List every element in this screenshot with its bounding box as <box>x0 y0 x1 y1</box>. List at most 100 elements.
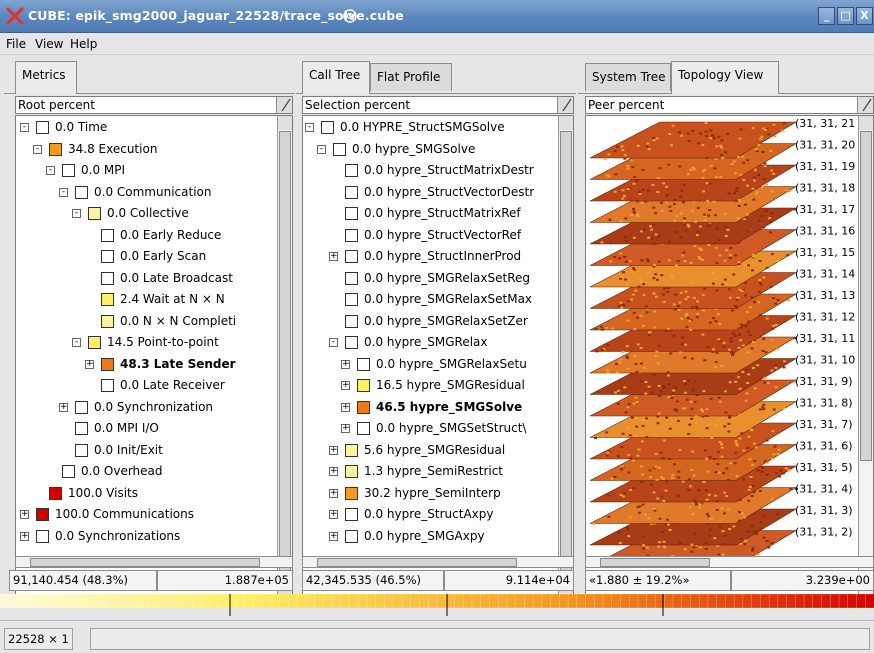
tree-row[interactable]: +46.5 hypre_SMGSolve <box>303 397 563 418</box>
tree-row-label: 0.0 hypre_SMGAxpy <box>364 528 485 543</box>
tree-row[interactable]: - 0.0 hypre_SMGSolve <box>303 139 563 160</box>
scroll-thumb[interactable] <box>860 131 872 461</box>
tree-row[interactable]: +0.0 hypre_StructAxpy <box>303 504 563 525</box>
tree-row[interactable]: 0.0 Late Receiver <box>16 375 276 396</box>
expand-icon[interactable]: + <box>329 509 338 519</box>
collapse-icon[interactable]: - <box>72 338 81 347</box>
system-mode-select[interactable]: Peer percent <box>585 96 874 114</box>
tree-row[interactable]: 0.0 hypre_StructMatrixDestr <box>303 160 563 181</box>
expand-icon[interactable]: + <box>341 423 350 433</box>
tree-row[interactable]: +0.0 hypre_SMGRelaxSetu <box>303 354 563 375</box>
scroll-up-icon[interactable] <box>278 116 292 130</box>
collapse-icon[interactable]: - <box>20 123 29 132</box>
tab-flat-profile[interactable]: Flat Profile <box>370 63 452 91</box>
tree-row[interactable]: 0.0 hypre_SMGRelaxSetZer <box>303 311 563 332</box>
dropdown-arrow-icon[interactable] <box>557 97 573 113</box>
calltree-hscroll[interactable] <box>302 556 574 568</box>
minimize-button[interactable]: _ <box>818 7 835 25</box>
tree-row[interactable]: 0.0 MPI I/O <box>16 418 276 439</box>
tree-row[interactable]: +1.3 hypre_SemiRestrict <box>303 461 563 482</box>
tree-row[interactable]: +0.0 Synchronization <box>16 397 276 418</box>
tree-row[interactable]: - 0.0 hypre_SMGRelax <box>303 332 563 353</box>
close-button[interactable]: X <box>856 7 873 25</box>
tree-row[interactable]: +0.0 Synchronizations <box>16 526 276 547</box>
tree-row[interactable]: - 0.0 MPI <box>16 160 276 181</box>
expand-icon[interactable]: + <box>329 487 338 498</box>
expand-icon[interactable]: + <box>329 444 338 455</box>
collapse-icon[interactable]: - <box>46 166 55 175</box>
topology-hscroll[interactable] <box>585 556 874 568</box>
legend-cell <box>305 594 316 609</box>
menu-view[interactable]: View <box>35 37 64 51</box>
tree-row[interactable]: 100.0 Visits <box>16 483 276 504</box>
tree-row[interactable]: - 14.5 Point-to-point <box>16 332 276 353</box>
collapse-icon[interactable]: - <box>305 123 314 132</box>
tree-row[interactable]: +100.0 Communications <box>16 504 276 525</box>
tree-row[interactable]: - 0.0 Collective <box>16 203 276 224</box>
metrics-hscroll[interactable] <box>15 556 293 568</box>
tree-row[interactable]: +0.0 hypre_StructInnerProd <box>303 246 563 267</box>
expand-icon[interactable]: + <box>341 358 350 369</box>
dropdown-arrow-icon[interactable] <box>857 97 873 113</box>
expand-icon[interactable]: + <box>85 358 94 369</box>
tree-row[interactable]: +30.2 hypre_SemiInterp <box>303 483 563 504</box>
dropdown-arrow-icon[interactable] <box>276 97 292 113</box>
metrics-tree[interactable]: - 0.0 Time - 34.8 Execution - 0.0 MPI - 0.0 Com… <box>15 115 293 603</box>
tree-row[interactable]: 0.0 hypre_StructVectorRef <box>303 225 563 246</box>
tree-row[interactable]: 0.0 hypre_SMGRelaxSetMax <box>303 289 563 310</box>
tree-row[interactable]: 0.0 Init/Exit <box>16 440 276 461</box>
tree-row[interactable]: - 0.0 HYPRE_StructSMGSolve <box>303 117 563 138</box>
collapse-icon[interactable]: - <box>59 187 68 197</box>
scroll-thumb[interactable] <box>279 131 291 571</box>
collapse-icon[interactable]: - <box>33 144 42 154</box>
scroll-up-icon[interactable] <box>559 116 573 130</box>
collapse-icon[interactable]: - <box>329 338 338 347</box>
topology-canvas[interactable]: (31, 31, 2) (31, 31, 3) (31, 31, 4) (31, 31… <box>586 116 871 603</box>
tree-row[interactable]: +0.0 hypre_SMGSetStruct\ <box>303 418 563 439</box>
severity-color-box <box>345 250 358 263</box>
calltree-mode-select[interactable]: Selection percent <box>302 96 574 114</box>
topology-grid[interactable]: (31, 31, 2) (31, 31, 3) (31, 31, 4) (31, 31… <box>586 116 859 603</box>
expand-icon[interactable]: + <box>329 466 338 476</box>
tree-row[interactable]: 0.0 Overhead <box>16 461 276 482</box>
expand-icon[interactable]: + <box>341 401 350 412</box>
topology-vscroll[interactable] <box>858 116 873 602</box>
title-bar[interactable]: CUBE: epik_smg2000_jaguar_22528/trace_so… <box>0 0 874 33</box>
tree-row[interactable]: 0.0 hypre_StructVectorDestr <box>303 182 563 203</box>
expand-icon[interactable]: + <box>20 530 29 541</box>
tree-row[interactable]: +5.6 hypre_SMGResidual <box>303 440 563 461</box>
tree-row[interactable]: +48.3 Late Sender <box>16 354 276 375</box>
calltree-tree[interactable]: - 0.0 HYPRE_StructSMGSolve - 0.0 hypre_SMGS… <box>302 115 574 603</box>
metrics-mode-select[interactable]: Root percent <box>15 96 293 114</box>
tree-row[interactable]: - 0.0 Communication <box>16 182 276 203</box>
tab-topology-view[interactable]: Topology View <box>671 61 779 94</box>
menu-help[interactable]: Help <box>70 37 98 51</box>
topology-plane[interactable] <box>589 121 798 160</box>
tab-call-tree[interactable]: Call Tree <box>302 61 370 94</box>
tree-row[interactable]: - 34.8 Execution <box>16 139 276 160</box>
expand-icon[interactable]: + <box>341 380 350 390</box>
menu-file[interactable]: File <box>6 37 27 51</box>
tree-row[interactable]: 0.0 hypre_SMGRelaxSetReg <box>303 268 563 289</box>
maximize-button[interactable]: □ <box>837 7 854 25</box>
tree-row[interactable]: 0.0 N × N Completi​ <box>16 311 276 332</box>
expand-icon[interactable]: + <box>329 251 338 261</box>
tree-row[interactable]: 0.0 Early Scan <box>16 246 276 267</box>
tree-row[interactable]: 2.4 Wait at N × N <box>16 289 276 310</box>
tree-row[interactable]: +0.0 hypre_SMGAxpy <box>303 526 563 547</box>
scroll-up-icon[interactable] <box>859 116 873 130</box>
collapse-icon[interactable]: - <box>317 144 326 154</box>
collapse-icon[interactable]: - <box>72 209 81 218</box>
tab-metrics[interactable]: Metrics <box>15 61 77 94</box>
tree-row[interactable]: +16.5 hypre_SMGResidual <box>303 375 563 396</box>
metrics-vscroll[interactable] <box>277 116 292 602</box>
topology-view[interactable]: (31, 31, 2) (31, 31, 3) (31, 31, 4) (31, 31… <box>585 115 874 603</box>
tree-row[interactable]: 0.0 hypre_StructMatrixRef <box>303 203 563 224</box>
expand-icon[interactable]: + <box>59 401 68 412</box>
expand-icon[interactable]: + <box>329 530 338 541</box>
tree-row[interactable]: 0.0 Late Broadcast <box>16 268 276 289</box>
tab-system-tree[interactable]: System Tree <box>585 63 671 91</box>
tree-row[interactable]: 0.0 Early Reduce <box>16 225 276 246</box>
tree-row[interactable]: - 0.0 Time <box>16 117 276 138</box>
expand-icon[interactable]: + <box>20 509 29 519</box>
